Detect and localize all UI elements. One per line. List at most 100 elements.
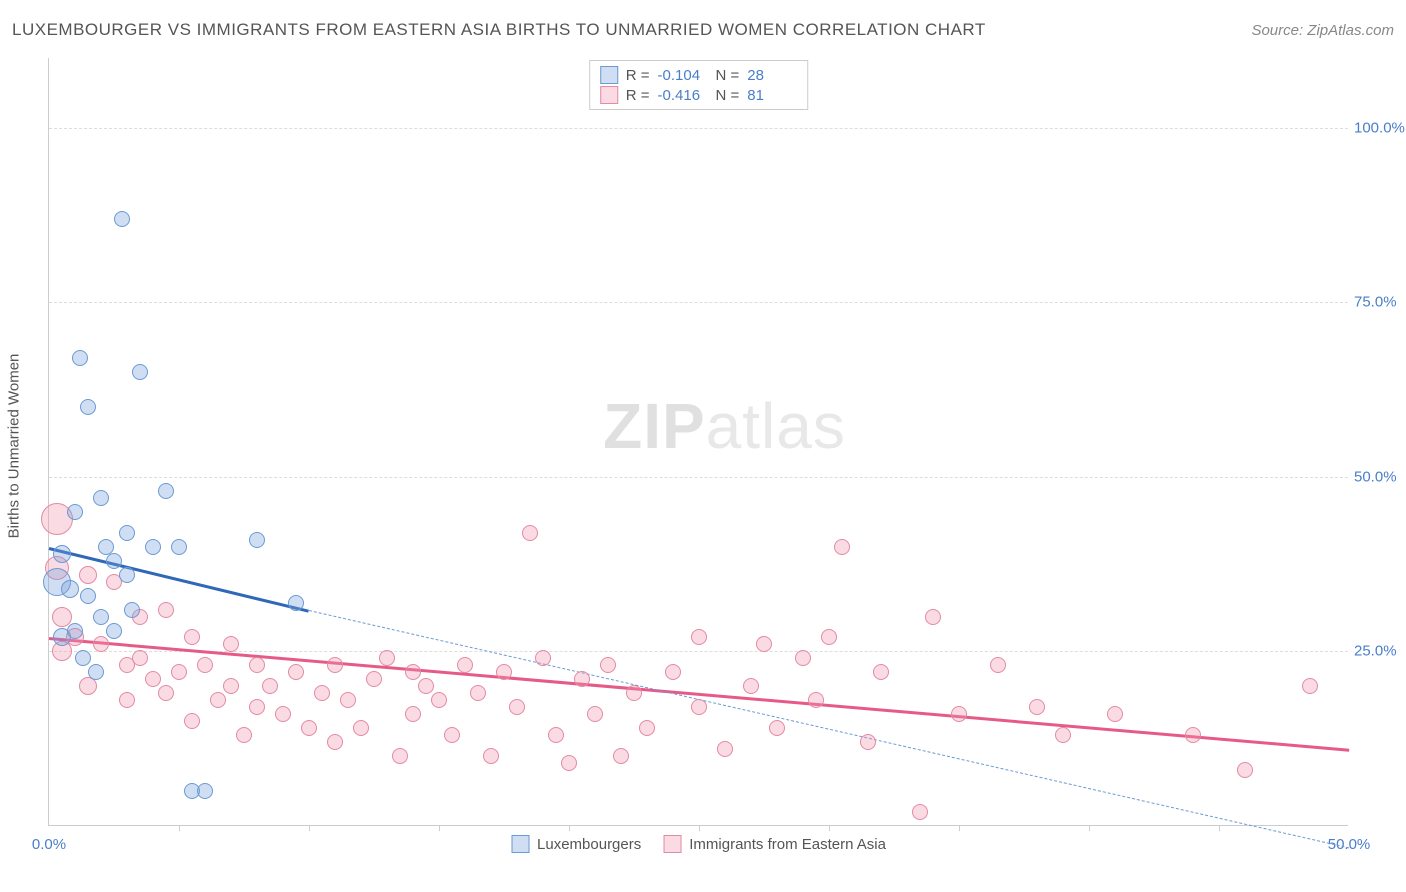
xtick-mark	[959, 825, 960, 831]
scatter-point-pink	[249, 657, 265, 673]
scatter-point-blue	[114, 211, 130, 227]
scatter-point-pink	[743, 678, 759, 694]
legend-stats-blue: R = -0.104 N = 28	[600, 65, 798, 85]
scatter-point-pink	[158, 602, 174, 618]
scatter-point-pink	[613, 748, 629, 764]
scatter-point-blue	[288, 595, 304, 611]
scatter-point-pink	[483, 748, 499, 764]
gridline	[49, 302, 1348, 303]
scatter-point-pink	[444, 727, 460, 743]
scatter-point-pink	[223, 636, 239, 652]
scatter-point-pink	[691, 629, 707, 645]
legend-N-label: N =	[716, 67, 740, 84]
scatter-point-pink	[951, 706, 967, 722]
xtick-mark	[1219, 825, 1220, 831]
scatter-point-pink	[912, 804, 928, 820]
scatter-point-pink	[496, 664, 512, 680]
scatter-point-blue	[106, 623, 122, 639]
scatter-point-pink	[236, 727, 252, 743]
scatter-point-blue	[75, 650, 91, 666]
scatter-point-blue	[61, 580, 79, 598]
ytick-label: 100.0%	[1354, 119, 1406, 136]
scatter-point-pink	[184, 713, 200, 729]
scatter-point-blue	[72, 350, 88, 366]
scatter-point-pink	[262, 678, 278, 694]
scatter-point-pink	[210, 692, 226, 708]
scatter-point-pink	[405, 664, 421, 680]
scatter-point-pink	[79, 566, 97, 584]
legend-R-blue: -0.104	[658, 67, 708, 84]
scatter-point-blue	[171, 539, 187, 555]
legend-N-pink: 81	[747, 87, 797, 104]
chart-title: LUXEMBOURGER VS IMMIGRANTS FROM EASTERN …	[12, 20, 986, 40]
scatter-point-blue	[145, 539, 161, 555]
scatter-point-pink	[756, 636, 772, 652]
legend-item-blue: Luxembourgers	[511, 835, 641, 853]
watermark-zip: ZIP	[603, 390, 706, 462]
gridline	[49, 651, 1348, 652]
scatter-point-blue	[80, 399, 96, 415]
scatter-point-pink	[366, 671, 382, 687]
watermark: ZIPatlas	[603, 389, 846, 463]
scatter-point-blue	[88, 664, 104, 680]
scatter-point-blue	[124, 602, 140, 618]
scatter-point-pink	[626, 685, 642, 701]
scatter-point-pink	[327, 734, 343, 750]
legend-label-pink: Immigrants from Eastern Asia	[689, 836, 886, 853]
xtick-mark	[829, 825, 830, 831]
scatter-point-pink	[561, 755, 577, 771]
xtick-mark	[1089, 825, 1090, 831]
scatter-point-pink	[808, 692, 824, 708]
scatter-point-pink	[873, 664, 889, 680]
scatter-point-blue	[132, 364, 148, 380]
watermark-atlas: atlas	[706, 390, 846, 462]
legend-swatch-pink	[663, 835, 681, 853]
scatter-point-blue	[53, 545, 71, 563]
legend-swatch-pink	[600, 86, 618, 104]
scatter-point-pink	[327, 657, 343, 673]
scatter-point-pink	[197, 657, 213, 673]
scatter-point-pink	[522, 525, 538, 541]
scatter-point-blue	[67, 623, 83, 639]
scatter-point-pink	[223, 678, 239, 694]
plot-area: ZIPatlas R = -0.104 N = 28 R = -0.416 N …	[48, 58, 1348, 826]
scatter-point-pink	[990, 657, 1006, 673]
scatter-point-pink	[717, 741, 733, 757]
scatter-point-pink	[587, 706, 603, 722]
xtick-label: 0.0%	[32, 836, 66, 853]
scatter-point-pink	[405, 706, 421, 722]
scatter-point-pink	[418, 678, 434, 694]
scatter-point-pink	[1107, 706, 1123, 722]
legend-swatch-blue	[511, 835, 529, 853]
y-axis-label: Births to Unmarried Women	[6, 354, 23, 539]
scatter-point-pink	[119, 692, 135, 708]
legend-item-pink: Immigrants from Eastern Asia	[663, 835, 886, 853]
gridline	[49, 477, 1348, 478]
scatter-point-blue	[197, 783, 213, 799]
chart-header: LUXEMBOURGER VS IMMIGRANTS FROM EASTERN …	[12, 20, 1394, 40]
xtick-mark	[439, 825, 440, 831]
scatter-point-blue	[93, 490, 109, 506]
xtick-mark	[309, 825, 310, 831]
legend-R-pink: -0.416	[658, 87, 708, 104]
scatter-point-pink	[574, 671, 590, 687]
scatter-point-pink	[665, 664, 681, 680]
scatter-point-pink	[1055, 727, 1071, 743]
xtick-mark	[569, 825, 570, 831]
scatter-point-blue	[106, 553, 122, 569]
scatter-point-pink	[301, 720, 317, 736]
legend-N-blue: 28	[747, 67, 797, 84]
scatter-point-pink	[795, 650, 811, 666]
scatter-point-blue	[119, 525, 135, 541]
legend-label-blue: Luxembourgers	[537, 836, 641, 853]
scatter-point-pink	[509, 699, 525, 715]
scatter-point-pink	[821, 629, 837, 645]
scatter-point-blue	[249, 532, 265, 548]
scatter-point-pink	[314, 685, 330, 701]
scatter-point-pink	[1185, 727, 1201, 743]
legend-series: Luxembourgers Immigrants from Eastern As…	[511, 835, 886, 853]
scatter-point-pink	[535, 650, 551, 666]
scatter-point-pink	[1302, 678, 1318, 694]
scatter-point-pink	[1237, 762, 1253, 778]
scatter-point-pink	[132, 650, 148, 666]
